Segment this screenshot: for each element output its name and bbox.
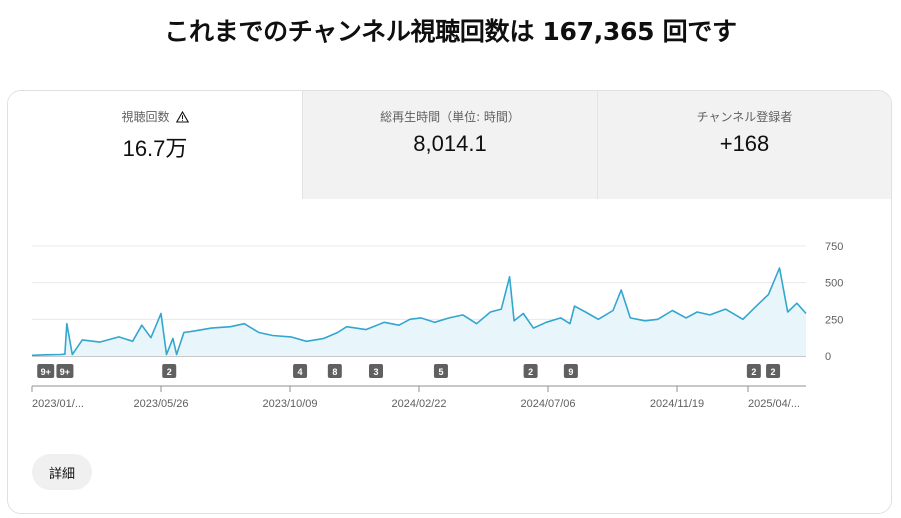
upload-badge-label: 9+ [60,367,70,377]
tab-subscribers[interactable]: チャンネル登録者 +168 [597,91,891,199]
page-title: これまでのチャンネル視聴回数は 167,365 回です [164,17,737,46]
tab-label: 視聴回数 [121,110,170,124]
x-tick-label: 2024/07/06 [520,398,575,410]
warning-icon[interactable] [175,110,189,123]
channel-analytics-card: 視聴回数 16.7万 総再生時間（単位: 時間） 8,014.1 チャンネル登録… [7,90,892,514]
upload-badge[interactable] [293,364,308,378]
views-chart: 750 500 250 0 9+ 9+ 2 4 8 3 5 2 9 2 2 2023/01/... 2023/0… [31,241,843,410]
upload-badge[interactable] [56,364,74,378]
y-tick-label: 750 [825,241,843,253]
tab-label: チャンネル登録者 [696,110,793,124]
x-tick-label: 2023/01/... [32,398,84,410]
tab-views[interactable]: 視聴回数 16.7万 [8,91,302,199]
tab-value: 16.7万 [122,136,188,161]
upload-badge[interactable] [523,364,538,378]
upload-badge[interactable] [327,364,342,378]
upload-badge-label: 9+ [41,367,51,377]
upload-badge-label: 4 [298,367,303,377]
series-line [31,267,807,357]
x-tick-label: 2024/11/19 [650,398,704,410]
upload-badge[interactable] [433,364,448,378]
series-area [32,268,806,356]
upload-badge-label: 2 [751,367,756,377]
upload-badge[interactable] [746,364,761,378]
metric-tabs: 視聴回数 16.7万 総再生時間（単位: 時間） 8,014.1 チャンネル登録… [8,91,891,199]
x-tick-label: 2023/10/09 [262,398,317,410]
y-tick-label: 250 [825,314,843,326]
x-tick-label: 2024/02/22 [391,398,446,410]
details-button[interactable]: 詳細 [32,454,92,490]
upload-badge-label: 2 [167,367,172,377]
upload-badge[interactable] [37,364,55,378]
x-tick-label: 2025/04/... [748,398,800,410]
upload-badge[interactable] [162,364,177,378]
upload-badge-label: 9 [568,367,573,377]
upload-badge-label: 2 [771,367,776,377]
upload-badge[interactable] [369,364,383,378]
y-tick-label: 0 [825,351,831,363]
upload-badge[interactable] [766,364,781,378]
tab-value: +168 [719,131,770,156]
upload-badge-label: 8 [332,367,337,377]
tab-label: 総再生時間（単位: 時間） [380,110,520,124]
upload-badge-label: 5 [438,367,443,377]
tab-value: 8,014.1 [413,131,487,156]
y-tick-label: 500 [825,278,843,290]
upload-badge[interactable] [563,364,578,378]
upload-badge-label: 2 [528,367,533,377]
tab-watch-time[interactable]: 総再生時間（単位: 時間） 8,014.1 [302,91,597,199]
upload-badge-label: 3 [373,367,378,377]
x-tick-label: 2023/05/26 [133,398,188,410]
